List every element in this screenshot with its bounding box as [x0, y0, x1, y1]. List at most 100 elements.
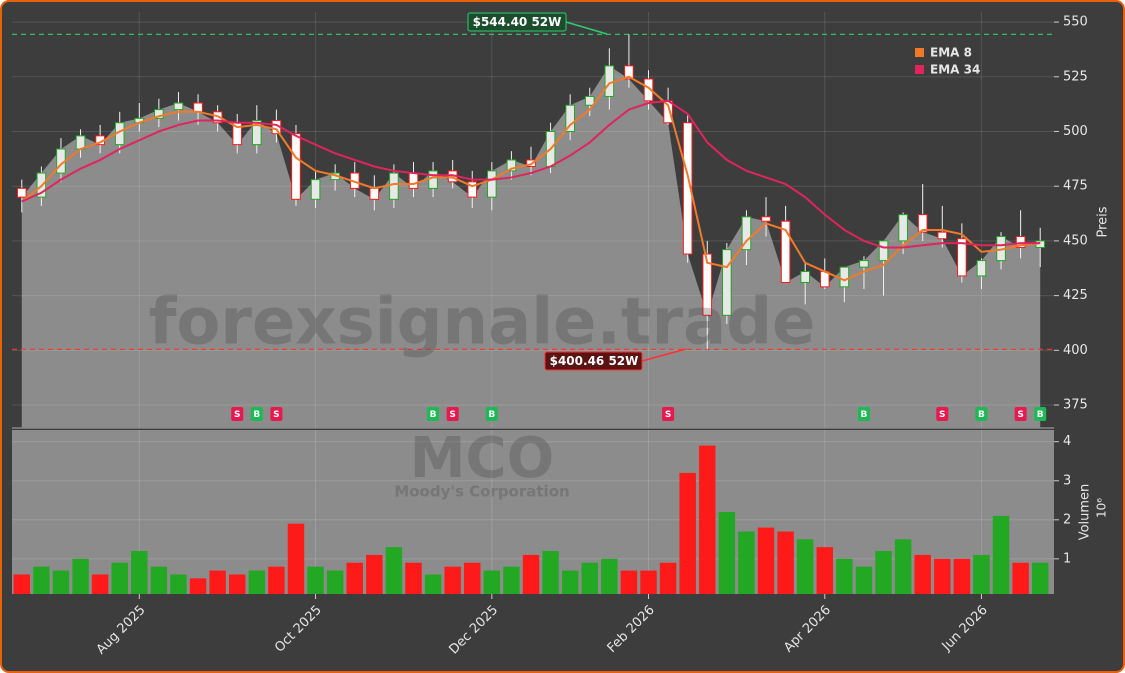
signal-label: S: [273, 410, 279, 420]
volume-bar: [953, 558, 971, 594]
signal-marker: [662, 407, 675, 421]
candle-body: [584, 95, 595, 106]
volume-bar: [699, 445, 716, 594]
signal-marker: [231, 407, 244, 421]
volume-bar: [287, 523, 305, 594]
volume-bar: [777, 531, 794, 594]
signal-marker: [250, 407, 263, 421]
signal-marker: [446, 407, 459, 421]
candle-body: [565, 104, 575, 132]
signal-label: S: [449, 410, 455, 420]
volume-bar: [914, 554, 931, 594]
volume-tick-label: 2: [1063, 512, 1071, 527]
candle-body: [467, 181, 478, 198]
volume-bar: [385, 547, 403, 594]
volume-tick-label: 4: [1063, 434, 1071, 449]
signal-label: S: [234, 410, 240, 420]
annotation-box: [467, 12, 567, 32]
annotation-arrow: [565, 21, 608, 35]
volume-bar: [111, 562, 128, 594]
watermark: forexsignale.trade: [149, 286, 816, 360]
signal-marker: [1014, 407, 1027, 421]
volume-bar: [973, 554, 990, 594]
volume-bar: [894, 539, 912, 594]
volume-bar: [189, 578, 207, 594]
signal-marker: [485, 407, 498, 421]
y-tick-label: 375: [1063, 398, 1088, 413]
candle-body: [722, 249, 732, 316]
candle-body: [624, 65, 634, 80]
legend-swatch: [915, 48, 924, 57]
candle-body: [761, 216, 771, 222]
candle-body: [702, 253, 713, 316]
y-tick-label: 450: [1063, 233, 1088, 248]
signal-label: S: [665, 410, 671, 420]
candle-body: [310, 179, 321, 200]
volume-bar: [52, 570, 70, 594]
candle-body: [408, 172, 419, 189]
candle-body: [859, 260, 869, 268]
company-watermark: Moody's Corporation: [394, 483, 569, 501]
signal-marker: [975, 407, 988, 421]
signal-label: S: [1017, 410, 1023, 420]
candle-body: [741, 216, 752, 251]
volume-bar: [738, 531, 755, 594]
candle-body: [937, 231, 948, 240]
candle-body: [291, 133, 301, 200]
y-tick-label: 550: [1063, 15, 1088, 30]
y-tick-label: 525: [1063, 69, 1088, 84]
volume-bar: [209, 570, 226, 594]
legend-swatch: [915, 65, 924, 74]
signal-label: B: [488, 410, 495, 420]
volume-bar: [561, 570, 579, 594]
legend-label: EMA 8: [930, 46, 972, 60]
volume-bar: [934, 558, 951, 594]
signal-label: B: [430, 410, 437, 420]
candle-body: [682, 122, 693, 255]
volume-bar: [796, 539, 814, 594]
volume-bar: [836, 558, 853, 594]
volume-bar: [33, 566, 50, 594]
volume-bar: [855, 566, 873, 594]
volume-bar: [268, 566, 285, 594]
volume-bar: [444, 566, 461, 594]
candle-body: [487, 170, 497, 198]
annotation-arrow: [641, 348, 687, 362]
volume-bar: [307, 566, 324, 594]
candle-body: [800, 271, 810, 283]
volume-bar: [522, 554, 540, 594]
candle-body: [369, 187, 380, 200]
signal-label: B: [1037, 410, 1044, 420]
volume-bar: [72, 558, 89, 594]
signal-marker: [857, 407, 870, 421]
volume-bar: [816, 547, 833, 594]
y-tick-label: 425: [1063, 288, 1088, 303]
volume-bar: [640, 570, 657, 594]
volume-bar: [91, 574, 109, 594]
candle-body: [389, 172, 399, 200]
candle-body: [898, 214, 908, 242]
volume-bar: [13, 574, 31, 594]
signal-marker: [427, 407, 440, 421]
candle-body: [16, 187, 27, 198]
candle-body: [506, 159, 517, 172]
volume-bar: [503, 566, 520, 594]
volume-bar: [346, 562, 363, 594]
y-axis-label: Preis: [1096, 206, 1111, 237]
volume-bar: [1031, 562, 1049, 594]
symbol-watermark: MCO: [410, 426, 554, 491]
volume-bar: [405, 562, 422, 594]
volume-tick-label: 1: [1063, 551, 1071, 566]
candle-body: [976, 260, 987, 277]
volume-unit: 10⁶: [1095, 498, 1109, 518]
candle-body: [193, 102, 203, 113]
candle-body: [154, 109, 164, 119]
volume-bar: [659, 562, 677, 594]
candle-body: [1015, 236, 1026, 248]
signal-label: S: [939, 410, 945, 420]
y-tick-label: 475: [1063, 179, 1088, 194]
volume-bar: [718, 512, 736, 594]
volume-bar: [248, 570, 266, 594]
annotation-label: $400.46 52W: [550, 354, 639, 368]
